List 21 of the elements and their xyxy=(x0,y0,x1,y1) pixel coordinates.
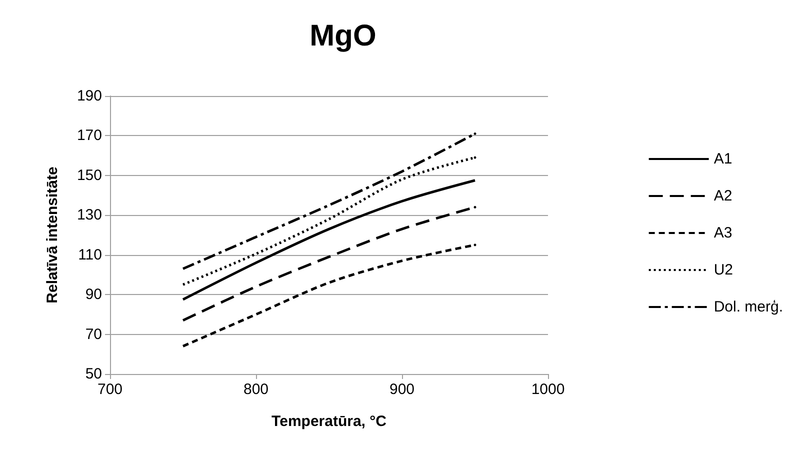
legend-label: A1 xyxy=(714,150,732,168)
y-tick-label: 110 xyxy=(78,246,102,264)
legend-label: Dol. merģ. xyxy=(714,298,784,316)
y-tick-label: 130 xyxy=(76,206,102,224)
legend-label: A2 xyxy=(714,188,732,204)
y-tick-label: 90 xyxy=(85,286,102,304)
y-tick-label: 50 xyxy=(85,366,102,382)
y-tick-label: 150 xyxy=(76,166,102,184)
x-axis-title: Temperatūra, °C xyxy=(272,413,387,430)
x-tick-label: 700 xyxy=(97,381,123,398)
y-tick-label: 70 xyxy=(85,326,102,343)
x-tick-label: 800 xyxy=(243,381,269,398)
chart-title: MgO xyxy=(310,20,376,52)
y-tick-label: 190 xyxy=(76,88,102,104)
legend-label: A3 xyxy=(714,224,732,242)
x-tick-label: 900 xyxy=(389,381,415,398)
x-tick-label: 1000 xyxy=(531,381,565,398)
legend-label: U2 xyxy=(714,262,734,278)
y-axis-title: Relatīvā intensitāte xyxy=(44,166,61,304)
line-series xyxy=(182,179,476,301)
y-tick-label: 170 xyxy=(76,127,102,144)
